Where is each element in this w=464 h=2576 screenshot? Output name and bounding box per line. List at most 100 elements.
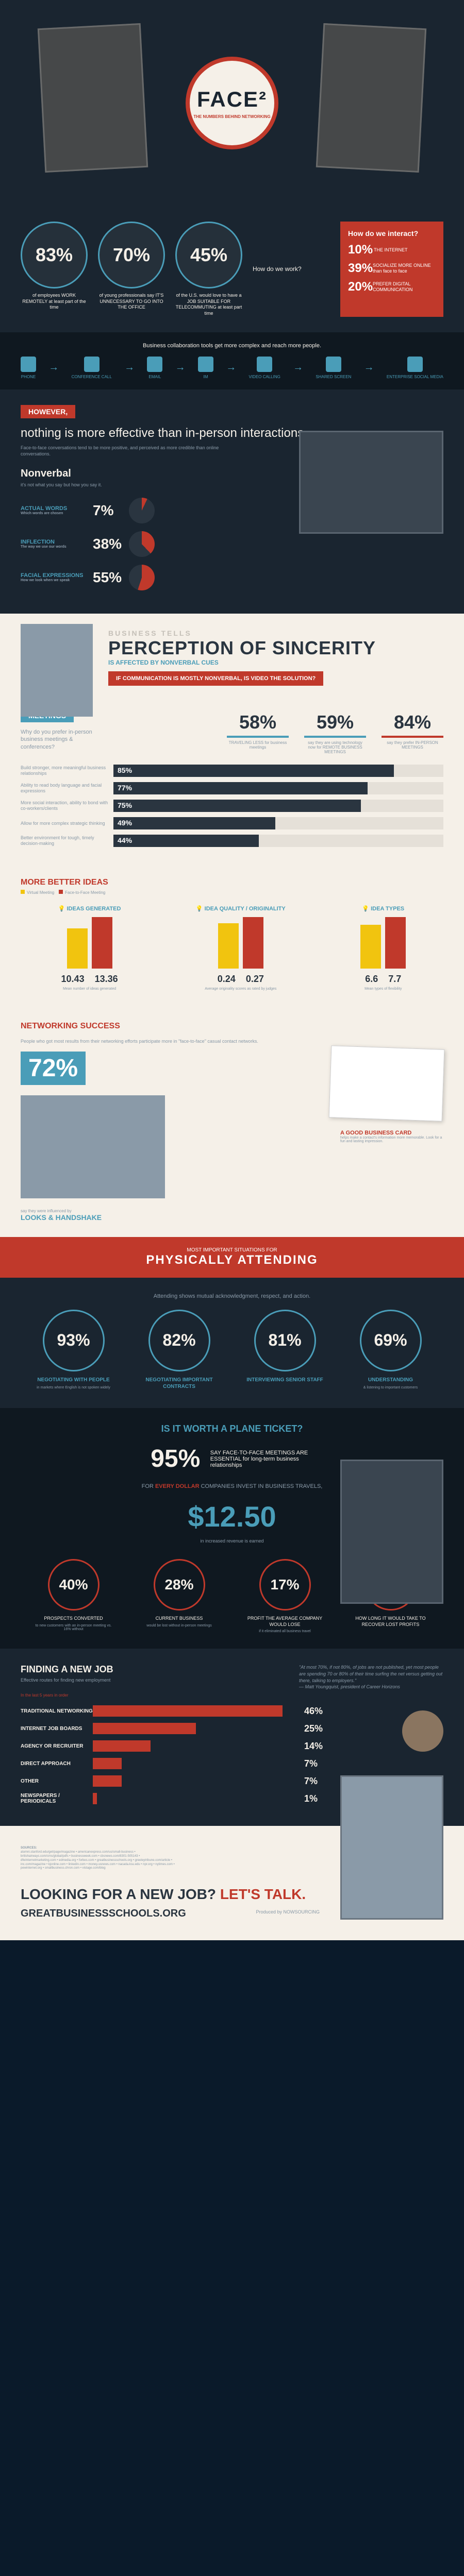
sincerity-content: BUSINESS TELLS PERCEPTION OF SINCERITY I… (108, 629, 443, 686)
face-title: FACE² (197, 87, 267, 112)
tool-item: IM (198, 357, 213, 379)
arrow-icon: → (124, 362, 135, 374)
arrow-icon: → (293, 362, 303, 374)
nv-bars: ACTUAL WORDSWhich words are chosen7% INFL… (21, 498, 278, 590)
finding-bar-row: DIRECT APPROACH7% (21, 1758, 443, 1769)
idea-box: 💡 IDEA TYPES6.67.7Mean types of flexibil… (360, 905, 406, 991)
face-logo: FACE² THE NUMBERS BEHIND NETWORKING (186, 57, 278, 149)
hbar-row: Build stronger, more meaningful business… (21, 765, 443, 777)
net-pct: 72% (21, 1052, 86, 1085)
hero-photo-left (38, 23, 148, 173)
hero-section: FACE² THE NUMBERS BEHIND NETWORKING (0, 0, 464, 206)
hbar-row: Better environment for tough, timely dec… (21, 835, 443, 847)
networking-section: NETWORKING SUCCESS People who got most r… (0, 1006, 464, 1237)
meetings-hbars: Build stronger, more meaningful business… (21, 765, 443, 847)
sincerity-photo (21, 624, 93, 717)
tool-icon (326, 357, 341, 372)
tool-item: VIDEO CALLING (249, 357, 280, 379)
ideas-section: MORE BETTER IDEAS Virtual Meeting Face-t… (0, 862, 464, 1006)
tool-icon (198, 357, 213, 372)
stat-circle-2: 70% (98, 222, 165, 289)
roi-stat: 17%PROFIT THE AVERAGE COMPANY WOULD LOSE… (244, 1559, 326, 1633)
stat-circle-3: 45% (175, 222, 242, 289)
attending-sub: Attending shows mutual acknowledgment, r… (21, 1293, 443, 1299)
interact-row: 20%PREFER DIGITAL COMMUNICATION (348, 280, 436, 294)
sincerity-sub: IS AFFECTED BY NONVERBAL CUES (108, 659, 443, 666)
idea-box: 💡 IDEAS GENERATED10.4313.36Mean number o… (58, 905, 121, 991)
tools-icons: PHONE → CONFERENCE CALL → EMAIL → IM → VIDEO CAL… (21, 357, 443, 379)
work-label: How do we work? (253, 265, 302, 273)
physical-title: PHYSICALLY ATTENDING (21, 1253, 443, 1267)
stat-circle-1: 83% (21, 222, 88, 289)
footer-producer: Produced by NOWSOURCING (256, 1909, 320, 1914)
net-card-label: A GOOD BUSINESS CARD helps make a contac… (340, 1130, 443, 1143)
interact-row: 39%SOCIALIZE MORE ONLINE than face to fa… (348, 261, 436, 276)
attend-stat: 69%UNDERSTANDING& listening to important… (350, 1310, 432, 1393)
tool-icon (257, 357, 272, 372)
meeting-stat: 58%TRAVELING LESS for business meetings (227, 711, 289, 754)
nonverbal-section: HOWEVER, nothing is more effective than … (0, 389, 464, 614)
physical-banner: MOST IMPORTANT SITUATIONS FOR PHYSICALLY… (0, 1237, 464, 1278)
ideas-title: MORE BETTER IDEAS (21, 878, 443, 887)
finding-bar-row: TRADITIONAL NETWORKING46% (21, 1705, 443, 1717)
meetings-left: MEETINGS Why do you prefer in-person bus… (21, 711, 98, 751)
interact-row: 10%THE INTERNET (348, 243, 436, 257)
top-stats-row: 83% of employees WORK REMOTELY at least … (0, 206, 464, 332)
stat-group: 83% of employees WORK REMOTELY at least … (21, 222, 88, 317)
pie-icon (129, 565, 155, 590)
tools-section: Business collaboration tools get more co… (0, 332, 464, 389)
plane-title: IS IT WORTH A PLANE TICKET? (21, 1423, 443, 1434)
plane-pct: 95% (151, 1445, 200, 1473)
interact-title: How do we interact? (348, 229, 436, 238)
tool-icon (21, 357, 36, 372)
hero-photo-right (316, 23, 426, 173)
attend-stat: 81%INTERVIEWING SENIOR STAFF (244, 1310, 326, 1393)
arrow-icon: → (226, 362, 236, 374)
nv-bar-row: FACIAL EXPRESSIONSHow we look when we sp… (21, 565, 278, 590)
plane-section: IS IT WORTH A PLANE TICKET? 95% SAY FACE… (0, 1408, 464, 1649)
roi-stat: 28%CURRENT BUSINESSwould be lost without… (138, 1559, 221, 1633)
nv-bar-row: ACTUAL WORDSWhich words are chosen7% (21, 498, 278, 523)
face-subtitle: THE NUMBERS BEHIND NETWORKING (193, 114, 270, 119)
arrow-icon: → (364, 362, 374, 374)
footer-section: SOURCES: alumni.stanford.edu/get/page/ma… (0, 1826, 464, 1940)
physical-pre: MOST IMPORTANT SITUATIONS FOR (21, 1247, 443, 1253)
finding-avatar (402, 1710, 443, 1752)
legend-virtual-icon (21, 890, 25, 894)
attend-stat: 93%NEGOTIATING WITH PEOPLEin markets whe… (32, 1310, 115, 1393)
legend-f2f-icon (59, 890, 63, 894)
sincerity-banner: IF COMMUNICATION IS MOSTLY NONVERBAL, IS… (108, 671, 323, 686)
footer-sources: SOURCES: alumni.stanford.edu/get/page/ma… (21, 1846, 175, 1871)
meetings-header: MEETINGS Why do you prefer in-person bus… (21, 711, 443, 754)
ideas-row: 💡 IDEAS GENERATED10.4313.36Mean number o… (21, 905, 443, 991)
sincerity-pre: BUSINESS TELLS (108, 629, 443, 637)
stat-group: 70% of young professionals say IT'S UNNE… (98, 222, 165, 317)
roi-stat: 40%PROSPECTS CONVERTEDto new customers w… (32, 1559, 115, 1633)
face-circle: FACE² THE NUMBERS BEHIND NETWORKING (186, 57, 278, 149)
tool-icon (147, 357, 162, 372)
hbar-row: More social interaction, ability to bond… (21, 800, 443, 812)
meetings-question: Why do you prefer in-person business mee… (21, 728, 98, 751)
meetings-section: MEETINGS Why do you prefer in-person bus… (0, 701, 464, 862)
finding-quote: "At most 70%, if not 80%, of jobs are no… (299, 1664, 443, 1690)
arrow-icon: → (175, 362, 186, 374)
plane-photo (340, 1460, 443, 1604)
tools-title: Business collaboration tools get more co… (21, 343, 443, 349)
business-card (329, 1045, 445, 1122)
nv-bar-row: INFLECTIONThe way we use our words38% (21, 531, 278, 557)
finding-bar-row: INTERNET JOB BOARDS25% (21, 1723, 443, 1734)
tool-item: CONFERENCE CALL (72, 357, 112, 379)
attend-stat: 82%NEGOTIATING IMPORTANT CONTRACTS (138, 1310, 221, 1393)
sincerity-title: PERCEPTION OF SINCERITY (108, 637, 443, 659)
net-photo (21, 1095, 165, 1198)
tool-item: PHONE (21, 357, 36, 379)
however-badge: HOWEVER, (21, 405, 75, 418)
interact-box: How do we interact? 10%THE INTERNET 39%S… (340, 222, 443, 317)
pie-icon (129, 531, 155, 557)
finding-bar-row: AGENCY OR RECRUITER14% (21, 1740, 443, 1752)
tool-item: EMAIL (147, 357, 162, 379)
attending-section: Attending shows mutual acknowledgment, r… (0, 1278, 464, 1408)
plane-text: SAY FACE-TO-FACE MEETINGS ARE ESSENTIAL … (210, 1450, 313, 1468)
hbar-row: Allow for more complex strategic thinkin… (21, 817, 443, 829)
nv-photo (299, 431, 443, 534)
